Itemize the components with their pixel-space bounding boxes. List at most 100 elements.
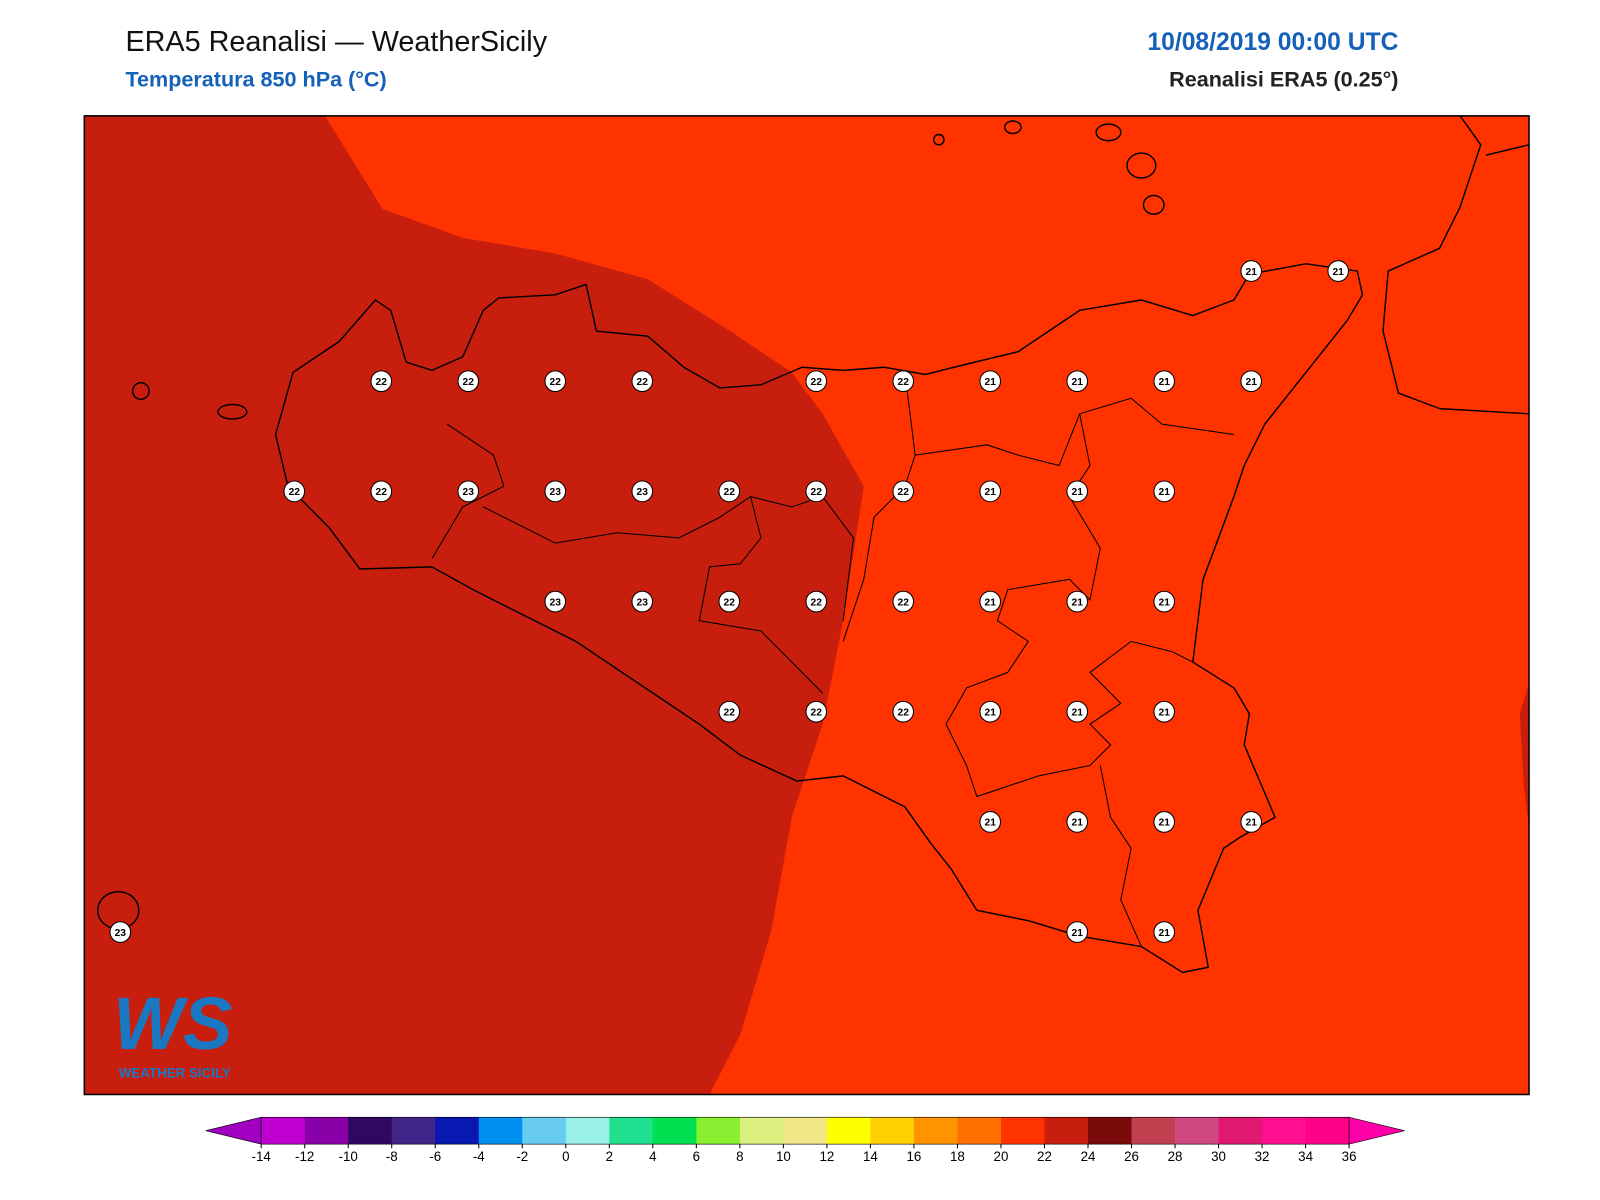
- colorbar-tick-label: 8: [736, 1149, 743, 1164]
- colorbar-bin: [1175, 1117, 1220, 1145]
- colorbar-tick-label: -6: [429, 1149, 441, 1164]
- colorbar-tick-label: 24: [1081, 1149, 1096, 1164]
- station-marker: [718, 590, 741, 613]
- station-value: 21: [985, 818, 997, 829]
- station-value: 21: [1245, 377, 1257, 388]
- station-value: 21: [1072, 597, 1084, 608]
- station-value: 22: [811, 597, 823, 608]
- station-value: 22: [637, 377, 649, 388]
- station-value: 21: [1158, 928, 1170, 939]
- station-value: 23: [550, 487, 562, 498]
- station-value: 21: [1158, 818, 1170, 829]
- colorbar-bin: [391, 1117, 436, 1145]
- colorbar-bin: [1305, 1117, 1350, 1145]
- station-marker: [1153, 811, 1176, 833]
- source: Reanalisi ERA5 (0.25°): [1169, 66, 1398, 91]
- colorbar-bin: [1044, 1117, 1089, 1145]
- station-marker: [892, 480, 915, 503]
- station-marker: [370, 370, 393, 393]
- colorbar-bin: [304, 1117, 349, 1145]
- colorbar-tick-label: 34: [1298, 1149, 1313, 1164]
- station-marker: [109, 921, 132, 943]
- colorbar-bin: [652, 1117, 697, 1145]
- station-marker: [457, 370, 480, 393]
- colorbar: -14 -12 -10 -8 -6 -4 -2 0 2 4 6 8 10 12 14 16 18 20 22 24 26…: [205, 1116, 1405, 1164]
- station-marker: [979, 811, 1002, 833]
- station-value: 22: [724, 597, 736, 608]
- station-marker: [892, 370, 915, 393]
- colorbar-tick-label: 26: [1124, 1149, 1139, 1164]
- station-value: 22: [724, 707, 736, 718]
- station-marker: [805, 370, 828, 393]
- colorbar-bin: [696, 1117, 741, 1145]
- station-marker: [805, 480, 828, 503]
- subtitle: Temperatura 850 hPa (°C): [125, 66, 386, 91]
- station-value: 22: [898, 487, 910, 498]
- colorbar-bin: [739, 1117, 784, 1145]
- station-value: 22: [811, 487, 823, 498]
- station-value: 22: [898, 707, 910, 718]
- station-marker: [1066, 811, 1089, 833]
- colorbar-bin: [783, 1117, 828, 1145]
- colorbar-tick-label: -2: [516, 1149, 528, 1164]
- colorbar-tick-label: 22: [1037, 1149, 1052, 1164]
- station-value: 22: [724, 487, 736, 498]
- coastline: [1382, 115, 1530, 415]
- colorbar-tick-label: 28: [1168, 1149, 1183, 1164]
- station-marker: [979, 370, 1002, 393]
- station-value: 21: [1158, 487, 1170, 498]
- station-marker: [892, 590, 915, 613]
- station-value: 21: [1158, 597, 1170, 608]
- colorbar-bin: [348, 1117, 393, 1145]
- station-marker: [1153, 921, 1176, 943]
- station-marker: [1153, 370, 1176, 393]
- station-value: 22: [811, 707, 823, 718]
- station-value: 21: [985, 377, 997, 388]
- station-marker: [1240, 260, 1263, 282]
- station-value: 21: [1072, 377, 1084, 388]
- station-marker: [1153, 700, 1176, 723]
- colorbar-tick-label: -8: [386, 1149, 398, 1164]
- colorbar-frame: [260, 1116, 1350, 1145]
- station-value: 21: [1072, 487, 1084, 498]
- station-marker: [283, 480, 306, 503]
- colorbar-bin: [435, 1117, 480, 1145]
- colorbar-tick-label: 18: [950, 1149, 965, 1164]
- colorbar-tick-label: -14: [252, 1149, 272, 1164]
- map: WS WEATHER SICILY 21 21 22 22 22 22 22 22 21 21 21…: [83, 115, 1530, 1096]
- colorbar-extend-max: [1348, 1116, 1405, 1145]
- station-value: 22: [463, 377, 475, 388]
- colorbar-tick-label: 36: [1342, 1149, 1357, 1164]
- station-marker: [631, 480, 654, 503]
- station-value: 23: [463, 487, 475, 498]
- colorbar-bin: [1218, 1117, 1263, 1145]
- logo: WS WEATHER SICILY: [113, 982, 232, 1081]
- station-marker: [892, 700, 915, 723]
- coastline: [274, 263, 1364, 974]
- colorbar-tick-label: 30: [1211, 1149, 1226, 1164]
- colorbar-tick-label: 6: [693, 1149, 700, 1164]
- station-value: 21: [1072, 818, 1084, 829]
- colorbar-bin: [478, 1117, 523, 1145]
- colorbar-tick-label: 4: [649, 1149, 657, 1164]
- station-value: 22: [376, 377, 388, 388]
- station-value: 23: [115, 928, 127, 939]
- colorbar-tick-label: 14: [863, 1149, 878, 1164]
- station-marker: [631, 590, 654, 613]
- station-marker: [544, 590, 567, 613]
- station-marker: [1327, 260, 1349, 282]
- station-value: 23: [637, 597, 649, 608]
- colorbar-bin: [826, 1117, 871, 1145]
- station-marker: [805, 590, 828, 613]
- colorbar-tick-label: 10: [776, 1149, 791, 1164]
- colorbar-bin: [565, 1117, 610, 1145]
- station-value: 21: [985, 487, 997, 498]
- station-value: 22: [550, 377, 562, 388]
- station-value: 21: [1245, 818, 1257, 829]
- station-marker: [1066, 370, 1089, 393]
- station-value: 21: [1158, 707, 1170, 718]
- station-value: 23: [550, 597, 562, 608]
- colorbar-bin: [870, 1117, 915, 1145]
- colorbar-tick-label: -4: [473, 1149, 485, 1164]
